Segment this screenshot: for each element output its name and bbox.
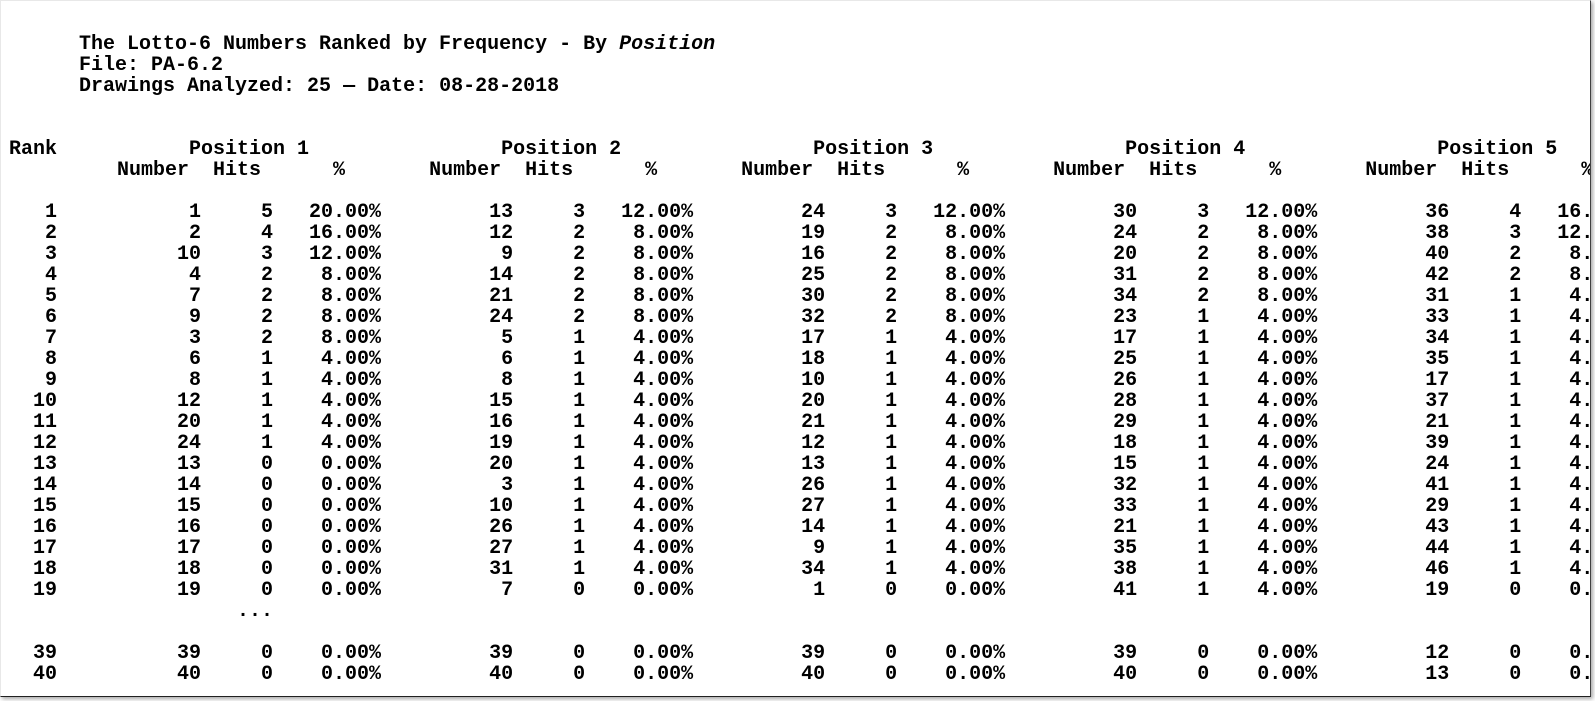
frequency-table: Rank Position 1 Position 2 Position 3 Po… (9, 118, 1582, 685)
report-title: The Lotto-6 Numbers Ranked by Frequency … (79, 33, 715, 56)
file-line: File: PA-6.2 (79, 54, 223, 77)
drawings-line: Drawings Analyzed: 25 — Date: 08-28-2018 (79, 75, 559, 98)
report-header: The Lotto-6 Numbers Ranked by Frequency … (79, 34, 1582, 97)
report-panel: The Lotto-6 Numbers Ranked by Frequency … (0, 0, 1591, 697)
